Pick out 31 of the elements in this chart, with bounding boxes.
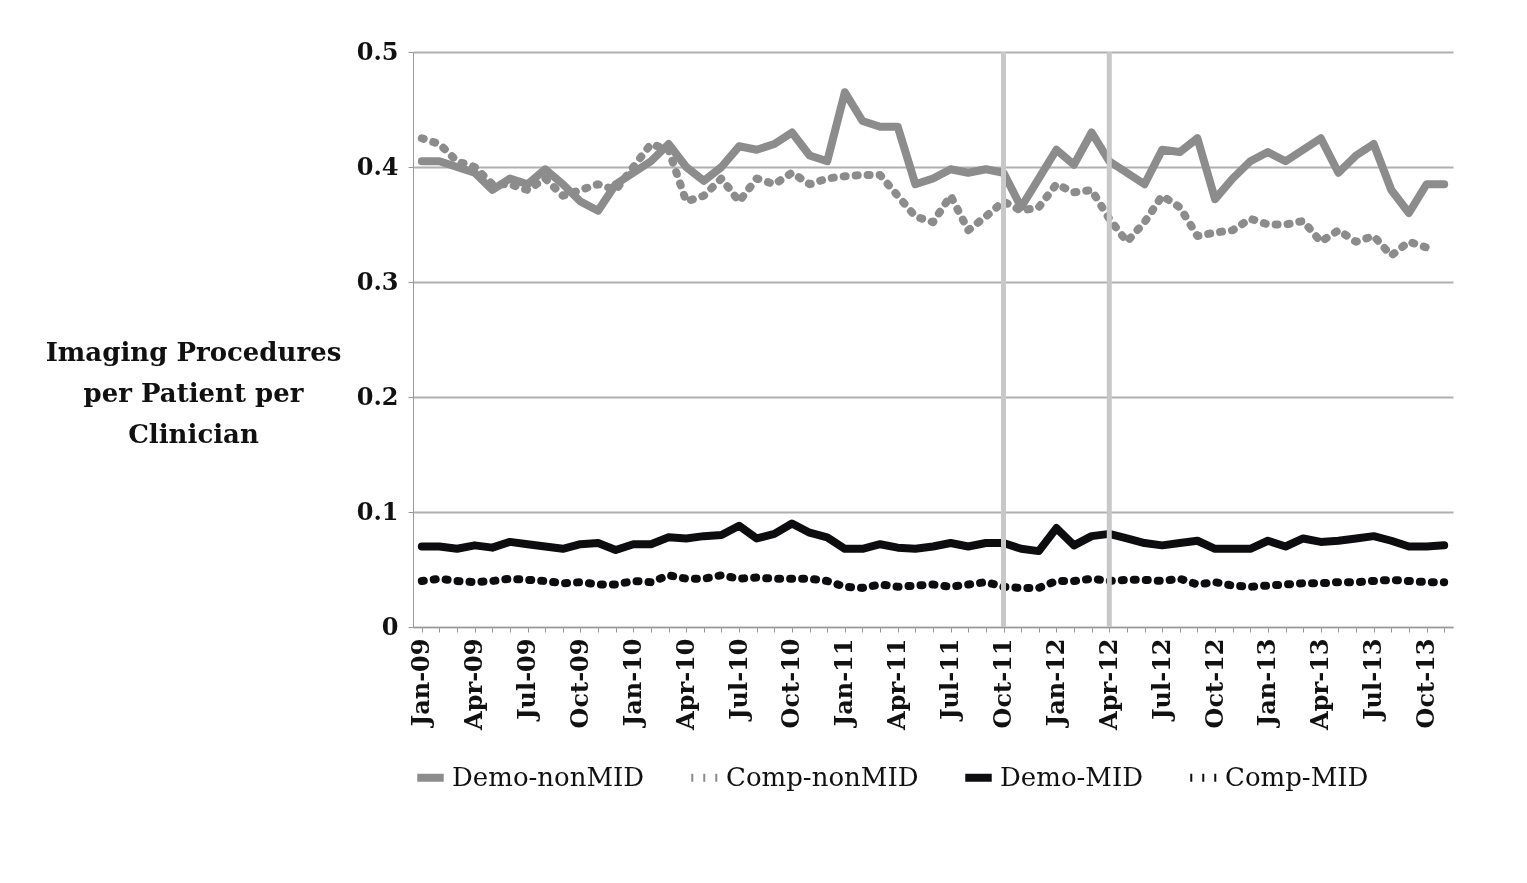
y-tick-label: 0.5 [356,36,399,66]
x-tick-label: Jul-10 [723,638,753,722]
x-tick-label: Jul-12 [1146,638,1176,722]
x-tick-label: Jan-09 [406,638,436,729]
x-tick-label: Apr-11 [882,638,912,731]
y-tick-label: 0 [381,611,399,641]
x-tick-label: Jul-13 [1358,638,1388,722]
y-tick-label: 0.4 [356,151,399,181]
x-tick-label: Oct-13 [1411,638,1441,729]
x-tick-label: Oct-12 [1199,638,1229,729]
x-tick-label: Apr-12 [1093,638,1123,731]
x-tick-label: Jul-09 [512,638,542,722]
legend-label: Comp-MID [1225,761,1369,792]
x-tick-label: Oct-11 [988,638,1018,729]
x-tick-label: Oct-09 [564,638,594,729]
y-tick-label: 0.3 [356,266,399,296]
legend-label: Demo-nonMID [452,761,645,792]
x-tick-label: Jan-12 [1040,638,1070,729]
x-tick-label: Oct-10 [776,638,806,729]
x-tick-label: Jan-11 [829,638,859,729]
x-tick-label: Jan-13 [1252,638,1282,729]
x-tick-label: Apr-13 [1305,638,1335,731]
y-tick-label: 0.2 [356,381,399,411]
y-tick-label: 0.1 [356,496,399,526]
x-tick-label: Jan-10 [617,638,647,729]
x-tick-label: Apr-09 [459,638,489,731]
legend-label: Demo-MID [1000,761,1144,792]
x-tick-label: Jul-11 [935,638,965,722]
x-tick-label: Apr-10 [670,638,700,731]
legend-label: Comp-nonMID [726,761,919,792]
y-axis-title: Imaging Procedures per Patient per Clinician [45,336,342,449]
